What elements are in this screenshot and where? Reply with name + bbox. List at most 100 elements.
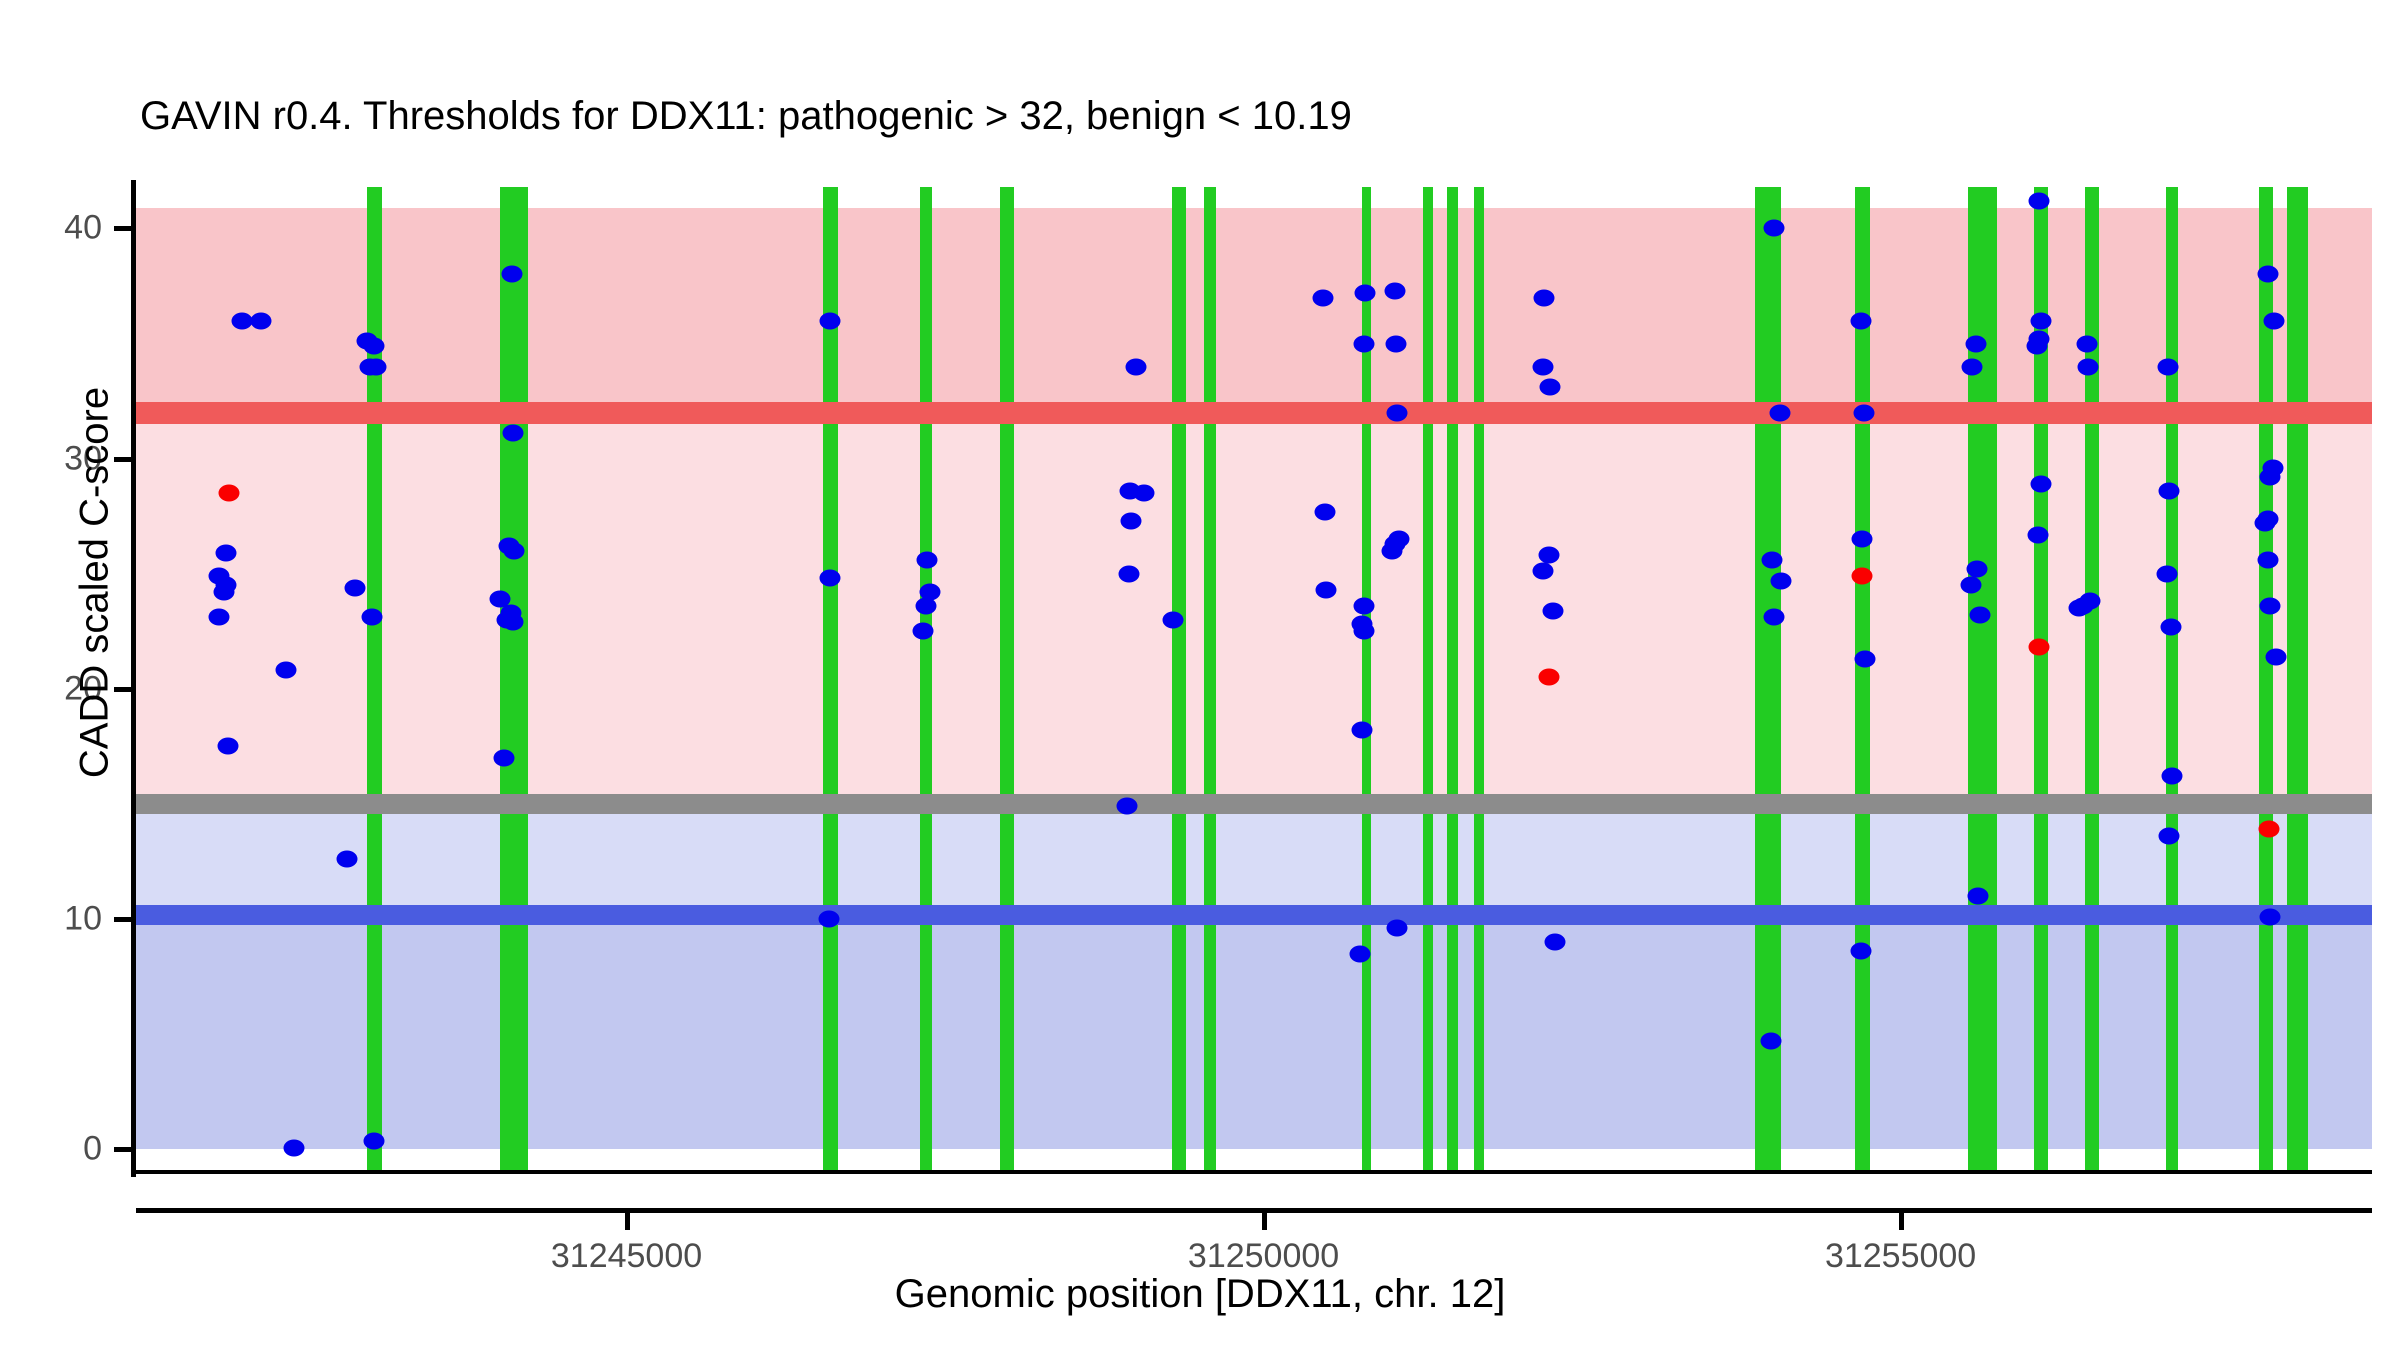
gnomad-variant-point [2076,335,2098,353]
gnomad-variant-point [1850,942,1872,960]
gnomad-variant-point [1965,335,1987,353]
gnomad-variant-point [1532,358,1554,376]
gnomad-variant-point [915,597,937,615]
gnomad-variant-point [501,265,523,283]
gnomad-variant-point [1386,919,1408,937]
gnomad-variant-point [1960,576,1982,594]
exon-bar [1755,187,1781,1170]
gnomad-variant-point [1354,284,1376,302]
pathogenic-variant-point [218,484,240,502]
gnomad-variant-point [1966,560,1988,578]
pathogenic-variant-point [1851,567,1873,585]
gnomad-variant-point [489,590,511,608]
gnomad-variant-point [1770,572,1792,590]
gnomad-variant-point [1969,606,1991,624]
x-axis-zero-line [131,1170,2372,1174]
gnomad-variant-point [912,622,934,640]
gnomad-variant-point [1162,611,1184,629]
gnomad-variant-point [2254,514,2276,532]
exon-bar [500,187,529,1170]
gnomad-variant-point [1851,530,1873,548]
gnomad-variant-point [1542,602,1564,620]
gnomad-variant-point [1763,219,1785,237]
gnomad-variant-point [502,424,524,442]
gnomad-variant-point [2158,482,2180,500]
y-tick-label: 10 [64,899,102,938]
gnomad-variant-point [217,737,239,755]
y-tick-mark [114,226,131,232]
gnomad-variant-point [916,551,938,569]
gnomad-variant-point [2161,767,2183,785]
gnomad-variant-point [250,312,272,330]
gnomad-variant-point [819,312,841,330]
gnomad-variant-point [818,910,840,928]
exon-bar [1854,187,1870,1170]
gnomad-variant-point [2160,618,2182,636]
y-tick-label: 20 [64,669,102,708]
gnomad-variant-point [363,1132,385,1150]
gnomad-variant-point [361,608,383,626]
gnomad-variant-point [1384,282,1406,300]
benign-threshold-line [136,904,2372,925]
gnomad-variant-point [336,850,358,868]
gnomad-variant-point [1353,335,1375,353]
x-tick-label: 31255000 [1824,1237,1977,1275]
y-tick-mark [114,917,131,923]
gnomad-variant-point [2030,475,2052,493]
gnomad-variant-point [215,544,237,562]
gnomad-variant-point [1133,484,1155,502]
gnomad-variant-point [2259,468,2281,486]
gnomad-variant-point [2027,526,2049,544]
exon-bar [2286,187,2309,1170]
gnomad-variant-point [1118,565,1139,583]
y-tick-label: 0 [83,1129,102,1168]
gnomad-variant-point [1386,404,1408,422]
gnomad-variant-point [1769,404,1791,422]
pathogenic-threshold-line [136,401,2372,424]
gnomad-variant-point [1538,546,1560,564]
gnomad-variant-point [2263,312,2285,330]
y-tick-mark [114,456,131,462]
gnomad-variant-point [1351,721,1373,739]
exon-bar [2258,187,2273,1170]
y-axis-line [131,180,136,1177]
gnomad-variant-point [1314,503,1336,521]
gnomad-variant-point [1385,335,1407,353]
gnomad-variant-point [2026,337,2048,355]
x-axis-label: Genomic position [DDX11, chr. 12] [894,1272,1506,1316]
gnomad-variant-point [208,608,230,626]
gnomad-variant-point [2257,551,2279,569]
gnomad-variant-point [2028,192,2050,210]
gnomad-variant-point [363,337,385,355]
gnomad-variant-point [1312,289,1334,306]
gnomad-variant-point [1763,608,1785,626]
gnomad-variant-point [213,583,235,601]
gnomad-variant-point [2158,827,2180,845]
exon-bar [1447,187,1459,1170]
gnomad-variant-point [2265,648,2287,666]
gnomad-variant-point [1125,358,1147,376]
gnomad-variant-point [1850,312,1872,330]
gnomad-variant-point [1961,358,1983,376]
gnomad-variant-point [819,569,841,587]
gnomad-variant-point [2156,565,2178,583]
gnomad-variant-point [1532,562,1554,580]
gnomad-variant-point [2068,599,2090,617]
gnomad-variant-point [1353,597,1375,615]
gnomad-variant-point [493,749,515,767]
gnomad-variant-point [2257,265,2279,283]
exon-bar [1203,187,1217,1170]
gnomad-variant-point [503,542,525,560]
gnomad-variant-point [2259,908,2281,926]
pathogenic-variant-point [2028,638,2050,656]
pathogenic-variant-point [1538,668,1560,686]
gnomad-variant-point [2157,358,2179,376]
y-tick-mark [114,1147,131,1153]
gnomad-variant-point [1384,535,1406,553]
y-tick-mark [114,686,131,692]
plot-panel [136,187,2372,1170]
gnomad-variant-point [2077,358,2099,376]
gnomad-variant-point [1760,1032,1782,1050]
exon-bar [1171,187,1186,1170]
gnomad-variant-point [1761,551,1783,569]
